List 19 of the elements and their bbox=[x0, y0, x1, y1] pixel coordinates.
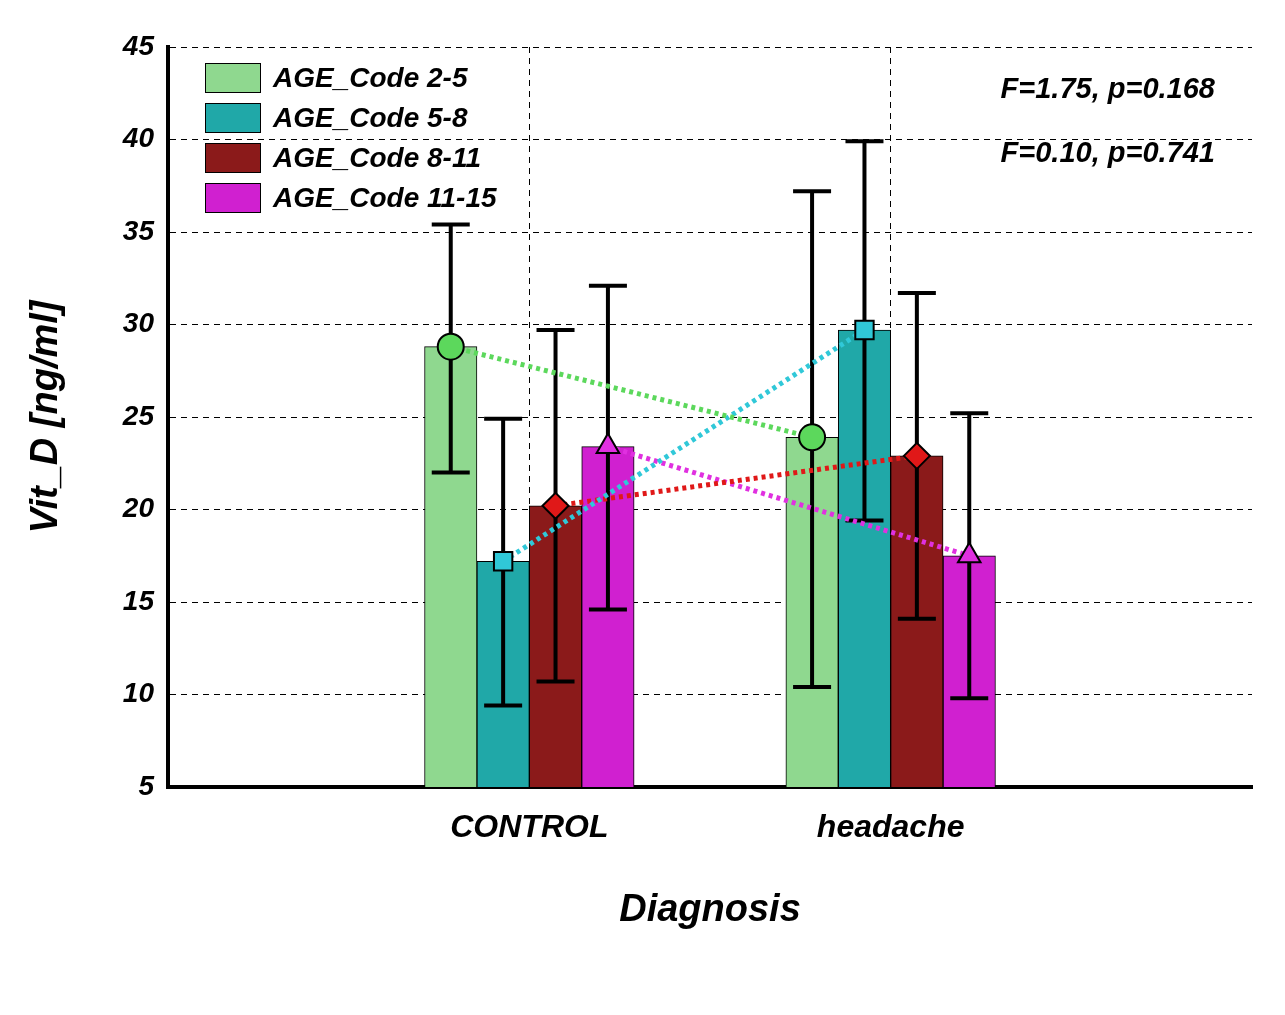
y-tick-label: 25 bbox=[121, 399, 155, 431]
y-tick-label: 45 bbox=[121, 29, 155, 61]
y-tick-label: 15 bbox=[122, 584, 155, 616]
annotation: F=1.75, p=0.168 bbox=[1000, 72, 1215, 106]
y-tick-label: 30 bbox=[122, 307, 155, 339]
legend-label: AGE_Code 5-8 bbox=[273, 102, 468, 134]
x-tick-label: CONTROL bbox=[450, 808, 609, 845]
annotation: F=0.10, p=0.741 bbox=[1000, 136, 1215, 170]
legend-label: AGE_Code 8-11 bbox=[273, 142, 481, 174]
y-tick-label: 5 bbox=[138, 769, 155, 801]
legend-label: AGE_Code 11-15 bbox=[273, 182, 497, 214]
x-tick-label: headache bbox=[816, 808, 965, 845]
y-tick-label: 10 bbox=[122, 677, 155, 709]
y-tick-label: 40 bbox=[121, 122, 155, 154]
y-tick-label: 20 bbox=[121, 492, 155, 524]
x-axis-title: Diagnosis bbox=[619, 886, 801, 929]
y-tick-label: 35 bbox=[122, 214, 155, 246]
legend-label: AGE_Code 2-5 bbox=[273, 62, 468, 94]
y-axis-title: Vit_D [ng/ml] bbox=[23, 299, 66, 534]
